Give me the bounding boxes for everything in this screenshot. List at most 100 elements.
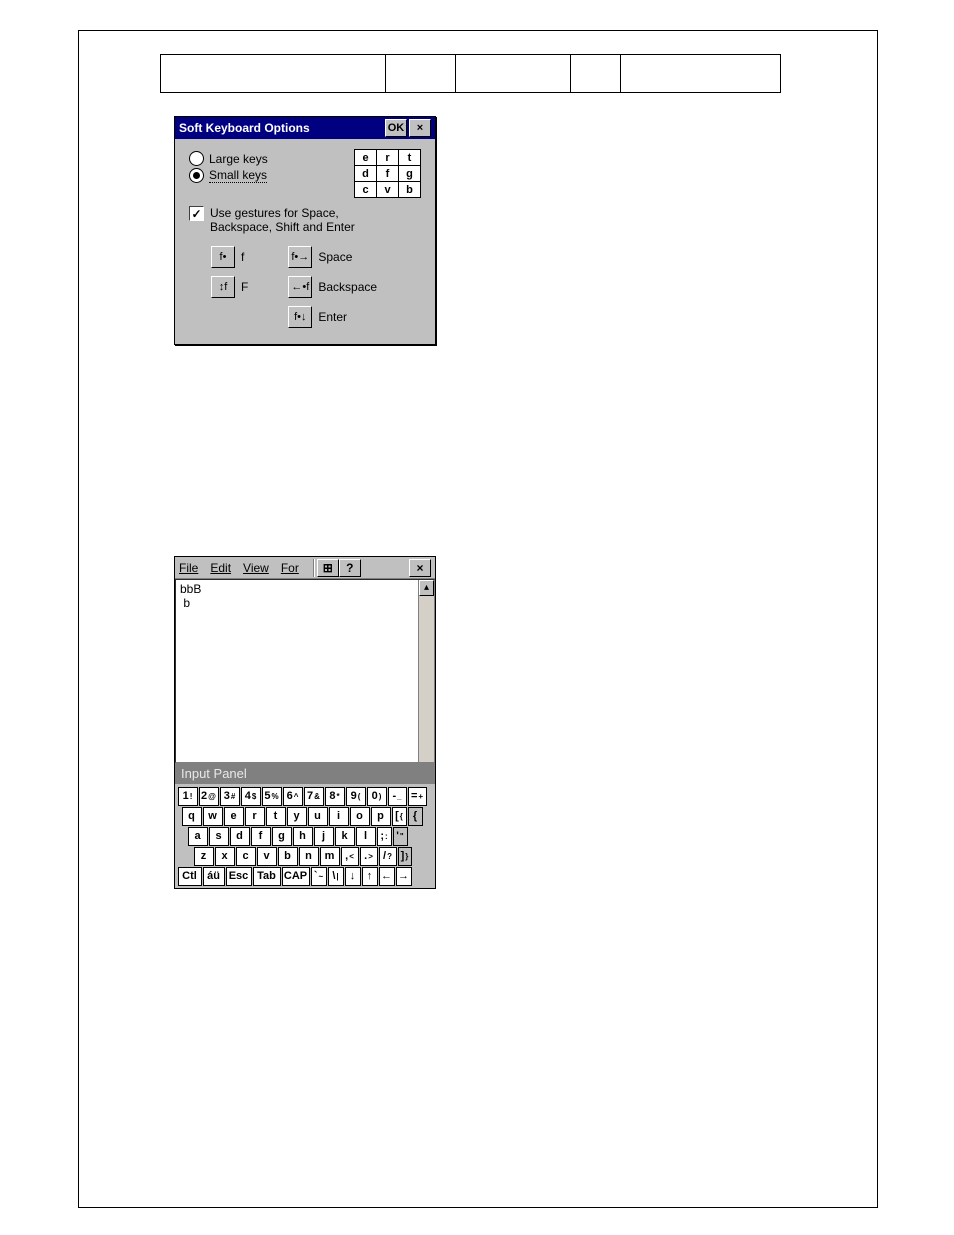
- key-d[interactable]: d: [230, 827, 250, 846]
- gesture-f-lower: f: [241, 250, 244, 264]
- key-↑[interactable]: ↑: [362, 867, 378, 886]
- key-m[interactable]: m: [320, 847, 340, 866]
- keygrid-cell: g: [399, 166, 421, 182]
- key-z[interactable]: z: [194, 847, 214, 866]
- vertical-scrollbar[interactable]: ▴: [418, 580, 434, 762]
- key-Ctl[interactable]: Ctl: [178, 867, 202, 886]
- key-7[interactable]: 7&: [304, 787, 324, 806]
- key-i[interactable]: i: [329, 807, 349, 826]
- key-áü[interactable]: áü: [203, 867, 225, 886]
- menu-file[interactable]: File: [179, 561, 198, 575]
- key-9[interactable]: 9(: [346, 787, 366, 806]
- key-v[interactable]: v: [257, 847, 277, 866]
- key-6[interactable]: 6^: [283, 787, 303, 806]
- key-y[interactable]: y: [287, 807, 307, 826]
- key-1[interactable]: 1!: [178, 787, 198, 806]
- menu-format[interactable]: For: [281, 561, 299, 575]
- keygrid-cell: e: [355, 150, 377, 166]
- key-h[interactable]: h: [293, 827, 313, 846]
- radio-small-keys[interactable]: Small keys: [189, 168, 268, 183]
- key-/[interactable]: /?: [379, 847, 397, 866]
- menu-view[interactable]: View: [243, 561, 269, 575]
- editor-text[interactable]: bbB b: [176, 580, 418, 762]
- key-=[interactable]: =+: [408, 787, 427, 806]
- keygrid-cell: r: [377, 150, 399, 166]
- key-2[interactable]: 2@: [199, 787, 219, 806]
- key-p[interactable]: p: [371, 807, 391, 826]
- gesture-f-upper: F: [241, 280, 248, 294]
- key-[[interactable]: [{: [392, 807, 407, 826]
- key-b[interactable]: b: [278, 847, 298, 866]
- key-↓[interactable]: ↓: [345, 867, 361, 886]
- radio-small-label: Small keys: [209, 168, 267, 183]
- key-{[interactable]: {: [408, 807, 423, 826]
- scroll-track[interactable]: [419, 596, 434, 762]
- key-u[interactable]: u: [308, 807, 328, 826]
- key-CAP[interactable]: CAP: [282, 867, 310, 886]
- keygrid-cell: v: [377, 182, 399, 198]
- gestures-label: Use gestures for Space, Backspace, Shift…: [210, 206, 355, 234]
- key-5[interactable]: 5%: [262, 787, 282, 806]
- keygrid-cell: f: [377, 166, 399, 182]
- gesture-shift-icon: ↕f: [211, 276, 235, 298]
- key-Tab[interactable]: Tab: [253, 867, 281, 886]
- keygrid-cell: c: [355, 182, 377, 198]
- key-3[interactable]: 3#: [220, 787, 240, 806]
- key-Esc[interactable]: Esc: [226, 867, 252, 886]
- key-'[interactable]: '": [393, 827, 408, 846]
- key-f[interactable]: f: [251, 827, 271, 846]
- key-k[interactable]: k: [335, 827, 355, 846]
- key-q[interactable]: q: [182, 807, 202, 826]
- keygrid-cell: b: [399, 182, 421, 198]
- key-\[interactable]: \|: [328, 867, 344, 886]
- header-cell: [161, 55, 386, 93]
- gestures-label-line2: Backspace, Shift and Enter: [210, 220, 355, 234]
- key-w[interactable]: w: [203, 807, 223, 826]
- key-4[interactable]: 4$: [241, 787, 261, 806]
- key-.[interactable]: .>: [360, 847, 378, 866]
- key-→[interactable]: →: [396, 867, 412, 886]
- key-][interactable]: ]}: [398, 847, 412, 866]
- key-o[interactable]: o: [350, 807, 370, 826]
- key-,[interactable]: ,<: [341, 847, 359, 866]
- gesture-examples: f• f ↕f F f•→ Space ←•f Backspac: [189, 242, 421, 332]
- key-x[interactable]: x: [215, 847, 235, 866]
- key-c[interactable]: c: [236, 847, 256, 866]
- close-button[interactable]: ×: [409, 559, 431, 577]
- ok-button[interactable]: OK: [385, 119, 407, 137]
- radio-large-label: Large keys: [209, 152, 268, 166]
- menu-separator: [313, 559, 315, 577]
- gestures-checkbox-row[interactable]: ✓ Use gestures for Space, Backspace, Shi…: [189, 206, 421, 234]
- key-a[interactable]: a: [188, 827, 208, 846]
- gesture-space-label: Space: [318, 250, 352, 264]
- dialog-titlebar: Soft Keyboard Options OK ×: [175, 117, 435, 139]
- header-cell: [456, 55, 571, 93]
- key--[interactable]: -_: [388, 787, 407, 806]
- key-`[interactable]: `~: [311, 867, 327, 886]
- soft-keyboard: 1!2@3#4$5%6^7&8*9(0)-_=+ qwertyuiop[{{ a…: [175, 784, 435, 888]
- keyboard-icon[interactable]: ⊞: [317, 559, 339, 577]
- key-t[interactable]: t: [266, 807, 286, 826]
- radio-large-keys[interactable]: Large keys: [189, 151, 268, 166]
- scroll-up-icon[interactable]: ▴: [419, 580, 434, 596]
- gesture-enter-icon: f•↓: [288, 306, 312, 328]
- key-g[interactable]: g: [272, 827, 292, 846]
- key-n[interactable]: n: [299, 847, 319, 866]
- help-button[interactable]: ?: [339, 559, 361, 577]
- gesture-backspace-label: Backspace: [318, 280, 377, 294]
- key-j[interactable]: j: [314, 827, 334, 846]
- key-s[interactable]: s: [209, 827, 229, 846]
- key-0[interactable]: 0): [367, 787, 387, 806]
- key-e[interactable]: e: [224, 807, 244, 826]
- key-8[interactable]: 8*: [325, 787, 345, 806]
- key-←[interactable]: ←: [379, 867, 395, 886]
- menu-edit[interactable]: Edit: [210, 561, 231, 575]
- radio-icon: [189, 151, 204, 166]
- close-button[interactable]: ×: [409, 119, 431, 137]
- key-;[interactable]: ;:: [377, 827, 392, 846]
- keygrid-cell: d: [355, 166, 377, 182]
- page-frame: Soft Keyboard Options OK × Large keys Sm…: [0, 0, 954, 1235]
- radio-icon: [189, 168, 204, 183]
- key-l[interactable]: l: [356, 827, 376, 846]
- key-r[interactable]: r: [245, 807, 265, 826]
